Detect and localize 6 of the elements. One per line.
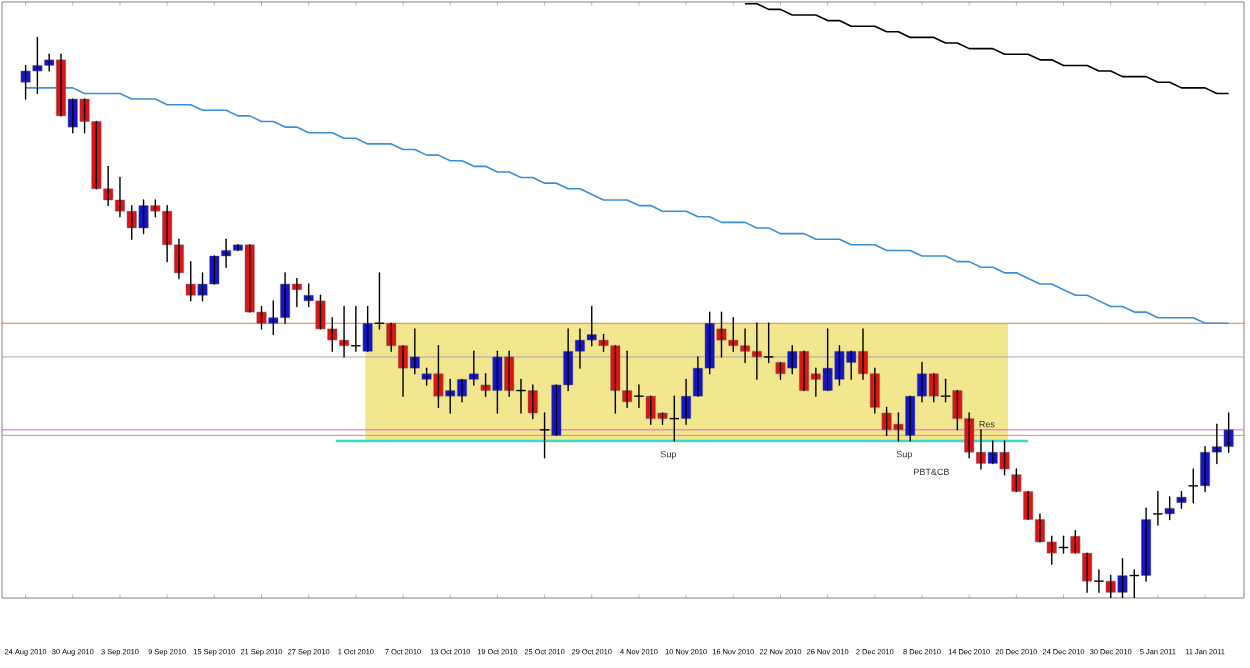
candlestick [763, 322, 775, 364]
candlestick [940, 378, 952, 403]
candlestick [1093, 569, 1105, 594]
candlestick [1152, 490, 1164, 526]
candlestick [1187, 468, 1199, 504]
candlestick [633, 384, 645, 409]
